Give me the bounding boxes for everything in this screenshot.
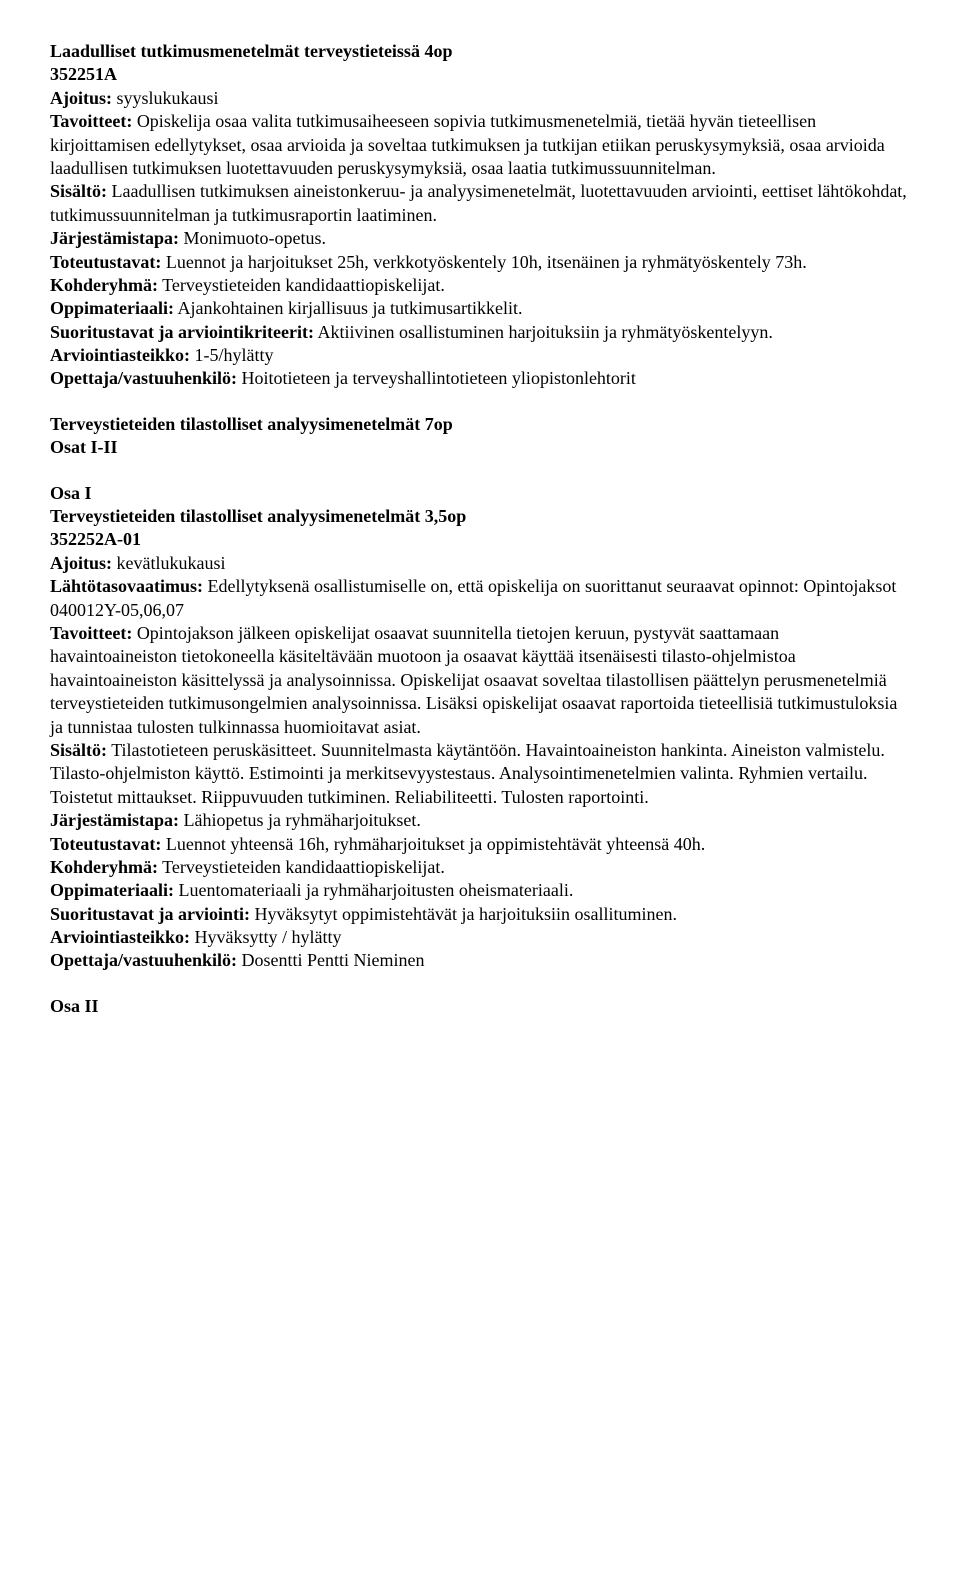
kohderyhma-value: Terveystieteiden kandidaattiopiskelijat. xyxy=(158,275,445,295)
tavoitteet-value: Opiskelija osaa valita tutkimusaiheeseen… xyxy=(50,111,885,178)
tavoitteet-label: Tavoitteet: xyxy=(50,623,132,643)
kohderyhma-label: Kohderyhmä: xyxy=(50,275,158,295)
course-2-part-2: Osa II xyxy=(50,995,910,1018)
lahtotaso-label: Lähtötasovaatimus: xyxy=(50,576,203,596)
opettaja-label: Opettaja/vastuuhenkilö: xyxy=(50,368,237,388)
suoritustavat-label: Suoritustavat ja arviointikriteerit: xyxy=(50,322,314,342)
oppimateriaali-label: Oppimateriaali: xyxy=(50,298,174,318)
sisalto-label: Sisältö: xyxy=(50,181,107,201)
oppimateriaali-value: Ajankohtainen kirjallisuus ja tutkimusar… xyxy=(174,298,522,318)
suoritustavat-label: Suoritustavat ja arviointi: xyxy=(50,904,250,924)
kohderyhma-value: Terveystieteiden kandidaattiopiskelijat. xyxy=(158,857,445,877)
course-title: Terveystieteiden tilastolliset analyysim… xyxy=(50,506,466,526)
sisalto-label: Sisältö: xyxy=(50,740,107,760)
course-1: Laadulliset tutkimusmenetelmät terveysti… xyxy=(50,40,910,391)
arviointiasteikko-label: Arviointiasteikko: xyxy=(50,345,190,365)
kohderyhma-label: Kohderyhmä: xyxy=(50,857,158,877)
opettaja-value: Hoitotieteen ja terveyshallintotieteen y… xyxy=(237,368,636,388)
course-2-header: Terveystieteiden tilastolliset analyysim… xyxy=(50,413,910,460)
jarjestamistapa-label: Järjestämistapa: xyxy=(50,810,179,830)
oppimateriaali-label: Oppimateriaali: xyxy=(50,880,174,900)
arviointiasteikko-value: Hyväksytty / hylätty xyxy=(190,927,342,947)
course-title: Laadulliset tutkimusmenetelmät terveysti… xyxy=(50,41,452,61)
course-parts: Osat I-II xyxy=(50,437,118,457)
osa-label: Osa I xyxy=(50,483,92,503)
jarjestamistapa-value: Monimuoto-opetus. xyxy=(179,228,326,248)
osa-label: Osa II xyxy=(50,996,99,1016)
toteutustavat-label: Toteutustavat: xyxy=(50,834,161,854)
sisalto-value: Tilastotieteen peruskäsitteet. Suunnitel… xyxy=(50,740,885,807)
ajoitus-value: kevätlukukausi xyxy=(112,553,225,573)
course-code: 352251A xyxy=(50,64,117,84)
course-title: Terveystieteiden tilastolliset analyysim… xyxy=(50,414,453,434)
toteutustavat-value: Luennot ja harjoitukset 25h, verkkotyösk… xyxy=(161,252,806,272)
tavoitteet-label: Tavoitteet: xyxy=(50,111,132,131)
tavoitteet-value: Opintojakson jälkeen opiskelijat osaavat… xyxy=(50,623,897,737)
oppimateriaali-value: Luentomateriaali ja ryhmäharjoitusten oh… xyxy=(174,880,573,900)
jarjestamistapa-label: Järjestämistapa: xyxy=(50,228,179,248)
course-code: 352252A-01 xyxy=(50,529,141,549)
opettaja-label: Opettaja/vastuuhenkilö: xyxy=(50,950,237,970)
ajoitus-label: Ajoitus: xyxy=(50,553,112,573)
opettaja-value: Dosentti Pentti Nieminen xyxy=(237,950,424,970)
arviointiasteikko-value: 1-5/hylätty xyxy=(190,345,274,365)
suoritustavat-value: Aktiivinen osallistuminen harjoituksiin … xyxy=(314,322,773,342)
toteutustavat-label: Toteutustavat: xyxy=(50,252,161,272)
course-2-part-1: Osa I Terveystieteiden tilastolliset ana… xyxy=(50,482,910,973)
jarjestamistapa-value: Lähiopetus ja ryhmäharjoitukset. xyxy=(179,810,421,830)
ajoitus-label: Ajoitus: xyxy=(50,88,112,108)
suoritustavat-value: Hyväksytyt oppimistehtävät ja harjoituks… xyxy=(250,904,677,924)
arviointiasteikko-label: Arviointiasteikko: xyxy=(50,927,190,947)
sisalto-value: Laadullisen tutkimuksen aineistonkeruu- … xyxy=(50,181,907,224)
ajoitus-value: syyslukukausi xyxy=(112,88,219,108)
toteutustavat-value: Luennot yhteensä 16h, ryhmäharjoitukset … xyxy=(161,834,705,854)
